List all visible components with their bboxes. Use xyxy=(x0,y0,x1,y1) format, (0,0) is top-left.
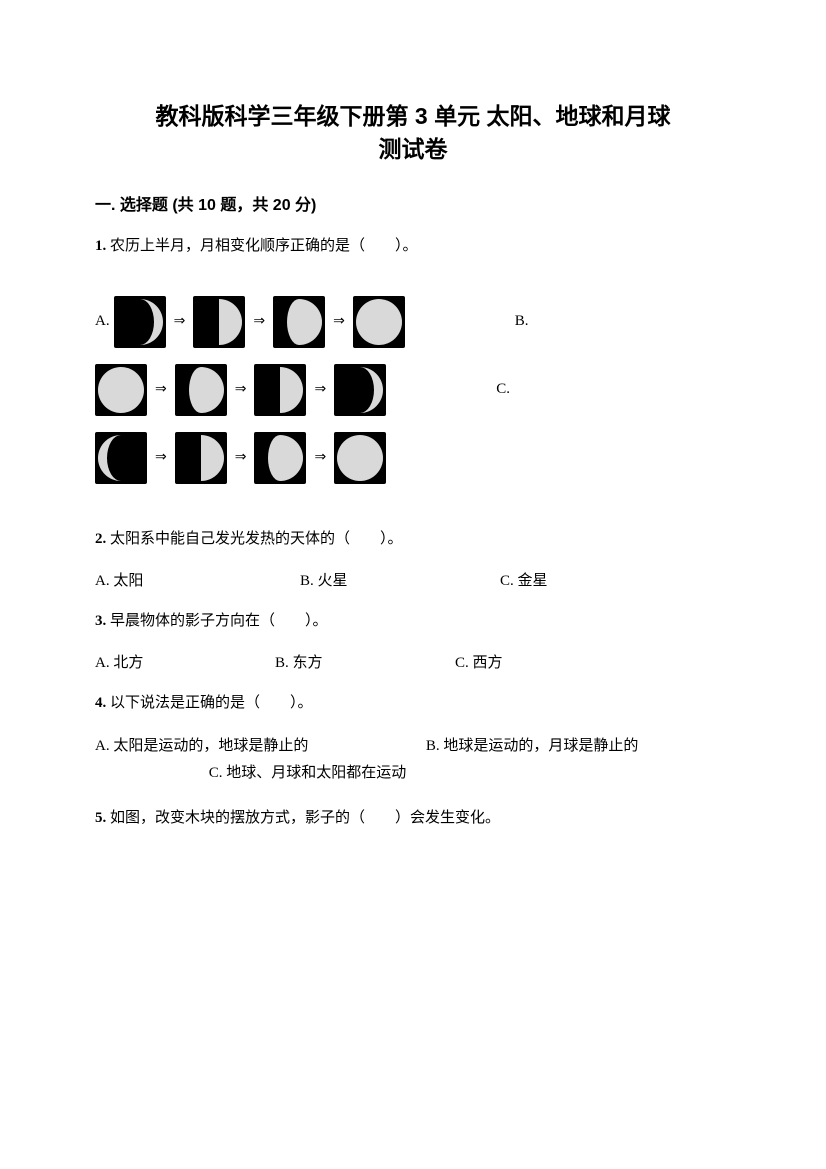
moon-b4-waxing-crescent-icon xyxy=(334,364,386,416)
q5-num: 5. xyxy=(95,810,106,826)
moon-a1-waxing-crescent-icon xyxy=(114,296,166,348)
moon-row-a: A. ⇒ ⇒ ⇒ B. xyxy=(95,296,731,348)
q2-opt-c: C. 金星 xyxy=(500,569,700,590)
arrow-icon: ⇒ xyxy=(314,449,326,466)
moon-c4-full-icon xyxy=(334,432,386,484)
q4-num: 4. xyxy=(95,695,106,711)
question-1: 1. 农历上半月，月相变化顺序正确的是（ ）。 xyxy=(95,233,731,260)
arrow-icon: ⇒ xyxy=(235,449,247,466)
q1-num: 1. xyxy=(95,238,106,254)
arrow-icon: ⇒ xyxy=(155,381,167,398)
arrow-icon: ⇒ xyxy=(174,313,186,330)
title-line-2: 测试卷 xyxy=(95,133,731,166)
moon-b2-waxing-gibbous-icon xyxy=(175,364,227,416)
q2-opt-b: B. 火星 xyxy=(300,569,500,590)
moon-phase-options: A. ⇒ ⇒ ⇒ B. xyxy=(95,296,731,484)
q3-opt-a: A. 北方 xyxy=(95,651,275,672)
q2-opt-a: A. 太阳 xyxy=(95,569,300,590)
moon-a2-first-quarter-icon xyxy=(193,296,245,348)
q4-text: 以下说法是正确的是（ ）。 xyxy=(110,695,313,711)
q4-opt-c: C. 地球、月球和太阳都在运动 xyxy=(209,765,407,781)
arrow-icon: ⇒ xyxy=(253,313,265,330)
question-2: 2. 太阳系中能自己发光发热的天体的（ ）。 xyxy=(95,526,731,553)
q3-num: 3. xyxy=(95,613,106,629)
q4-opt-a: A. 太阳是运动的，地球是静止的 xyxy=(95,738,308,754)
question-5: 5. 如图，改变木块的摆放方式，影子的（ ）会发生变化。 xyxy=(95,805,731,832)
moon-c3-waxing-gibbous-icon xyxy=(254,432,306,484)
label-c: C. xyxy=(496,381,510,398)
arrow-icon: ⇒ xyxy=(314,381,326,398)
moon-a4-full-icon xyxy=(353,296,405,348)
label-b: B. xyxy=(515,313,529,330)
label-a: A. xyxy=(95,313,110,330)
moon-row-b: ⇒ ⇒ ⇒ C. xyxy=(95,364,731,416)
q3-opt-b: B. 东方 xyxy=(275,651,455,672)
moon-a3-waxing-gibbous-icon xyxy=(273,296,325,348)
q4-opt-b: B. 地球是运动的，月球是静止的 xyxy=(426,738,639,754)
moon-row-c: ⇒ ⇒ ⇒ xyxy=(95,432,731,484)
arrow-icon: ⇒ xyxy=(235,381,247,398)
q2-options: A. 太阳 B. 火星 C. 金星 xyxy=(95,569,731,590)
q3-text: 早晨物体的影子方向在（ ）。 xyxy=(110,613,328,629)
question-4: 4. 以下说法是正确的是（ ）。 xyxy=(95,690,731,717)
q1-text: 农历上半月，月相变化顺序正确的是（ ）。 xyxy=(110,238,418,254)
exam-title: 教科版科学三年级下册第 3 单元 太阳、地球和月球 测试卷 xyxy=(95,100,731,167)
moon-b3-first-quarter-icon xyxy=(254,364,306,416)
moon-b1-full-icon xyxy=(95,364,147,416)
question-3: 3. 早晨物体的影子方向在（ ）。 xyxy=(95,608,731,635)
q4-options: A. 太阳是运动的，地球是静止的 B. 地球是运动的，月球是静止的 C. 地球、… xyxy=(95,733,731,787)
q3-opt-c: C. 西方 xyxy=(455,651,503,672)
moon-c1-waning-crescent-icon xyxy=(95,432,147,484)
title-line-1: 教科版科学三年级下册第 3 单元 太阳、地球和月球 xyxy=(95,100,731,133)
q2-text: 太阳系中能自己发光发热的天体的（ ）。 xyxy=(110,531,403,547)
exam-page: 教科版科学三年级下册第 3 单元 太阳、地球和月球 测试卷 一. 选择题 (共 … xyxy=(0,0,826,908)
section-1-header: 一. 选择题 (共 10 题，共 20 分) xyxy=(95,191,731,215)
moon-c2-first-quarter-icon xyxy=(175,432,227,484)
q2-num: 2. xyxy=(95,531,106,547)
q3-options: A. 北方 B. 东方 C. 西方 xyxy=(95,651,731,672)
q5-text: 如图，改变木块的摆放方式，影子的（ ）会发生变化。 xyxy=(110,810,500,826)
arrow-icon: ⇒ xyxy=(155,449,167,466)
arrow-icon: ⇒ xyxy=(333,313,345,330)
